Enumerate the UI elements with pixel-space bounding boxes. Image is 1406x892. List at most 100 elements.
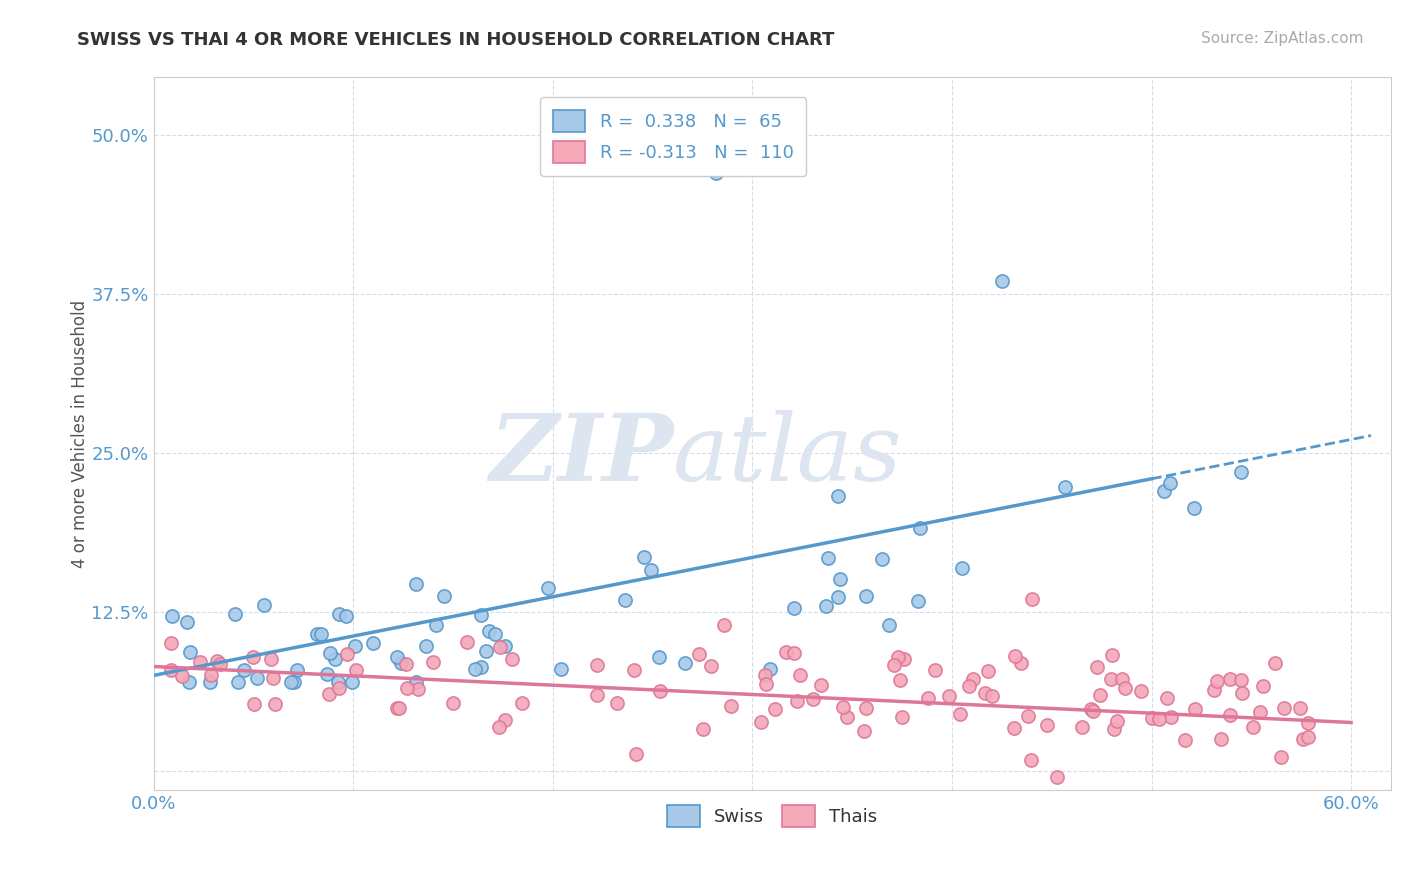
Point <box>957 679 980 693</box>
Point <box>1142 711 1164 725</box>
Point <box>323 652 346 666</box>
Point <box>319 646 342 660</box>
Point <box>253 598 276 612</box>
Point <box>1298 731 1320 745</box>
Point <box>650 684 672 698</box>
Point <box>1071 720 1094 734</box>
Point <box>801 691 824 706</box>
Text: ZIP: ZIP <box>489 410 673 500</box>
Point <box>855 701 877 715</box>
Point <box>425 618 447 632</box>
Point <box>950 560 973 574</box>
Point <box>285 663 308 677</box>
Point <box>415 639 437 653</box>
Point <box>1021 592 1043 607</box>
Point <box>179 645 201 659</box>
Text: SWISS VS THAI 4 OR MORE VEHICLES IN HOUSEHOLD CORRELATION CHART: SWISS VS THAI 4 OR MORE VEHICLES IN HOUS… <box>77 31 835 49</box>
Point <box>832 700 855 714</box>
Point <box>872 552 894 566</box>
Point <box>363 636 385 650</box>
Point <box>720 698 742 713</box>
Point <box>713 617 735 632</box>
Point <box>456 634 478 648</box>
Point <box>1160 709 1182 723</box>
Text: Source: ZipAtlas.com: Source: ZipAtlas.com <box>1201 31 1364 46</box>
Point <box>160 636 183 650</box>
Point <box>1101 648 1123 662</box>
Point <box>1129 683 1152 698</box>
Point <box>855 589 877 603</box>
Point <box>763 702 786 716</box>
Point <box>311 627 333 641</box>
Point <box>908 521 931 535</box>
Point <box>1209 731 1232 746</box>
Point <box>328 607 350 621</box>
Point <box>177 674 200 689</box>
Point <box>949 706 972 721</box>
Point <box>623 664 645 678</box>
Point <box>494 713 516 727</box>
Point <box>688 647 710 661</box>
Point <box>387 700 409 714</box>
Point <box>470 608 492 623</box>
Point <box>405 674 427 689</box>
Point <box>1289 701 1312 715</box>
Point <box>1081 704 1104 718</box>
Point <box>188 656 211 670</box>
Point <box>624 747 647 762</box>
Point <box>242 649 264 664</box>
Point <box>1296 716 1319 731</box>
Point <box>388 700 411 714</box>
Point <box>1230 685 1253 699</box>
Point <box>775 645 797 659</box>
Point <box>484 627 506 641</box>
Point <box>755 676 778 690</box>
Point <box>405 577 427 591</box>
Point <box>754 667 776 681</box>
Point <box>613 593 636 607</box>
Point <box>783 646 806 660</box>
Point <box>263 697 285 711</box>
Point <box>170 669 193 683</box>
Point <box>837 710 859 724</box>
Point <box>1219 672 1241 686</box>
Point <box>389 657 412 671</box>
Point <box>246 671 269 685</box>
Point <box>977 665 1000 679</box>
Point <box>162 608 184 623</box>
Point <box>488 720 510 734</box>
Point <box>198 674 221 689</box>
Point <box>243 697 266 711</box>
Point <box>489 640 512 654</box>
Point <box>1019 753 1042 767</box>
Point <box>1004 648 1026 663</box>
Point <box>1080 702 1102 716</box>
Point <box>344 639 367 653</box>
Point <box>501 652 523 666</box>
Point <box>648 650 671 665</box>
Point <box>1017 709 1039 723</box>
Point <box>917 691 939 706</box>
Point <box>633 549 655 564</box>
Point <box>1147 712 1170 726</box>
Point <box>673 656 696 670</box>
Point <box>387 649 409 664</box>
Point <box>443 696 465 710</box>
Point <box>1182 500 1205 515</box>
Point <box>891 710 914 724</box>
Point <box>1156 690 1178 705</box>
Point <box>1053 480 1076 494</box>
Point <box>464 662 486 676</box>
Point <box>470 660 492 674</box>
Point <box>815 599 838 613</box>
Point <box>176 615 198 629</box>
Point <box>706 166 728 180</box>
Point <box>318 687 340 701</box>
Point <box>938 690 960 704</box>
Point <box>789 668 811 682</box>
Point <box>1230 673 1253 688</box>
Point <box>853 724 876 739</box>
Point <box>262 671 284 685</box>
Point <box>585 688 607 702</box>
Point <box>1264 657 1286 671</box>
